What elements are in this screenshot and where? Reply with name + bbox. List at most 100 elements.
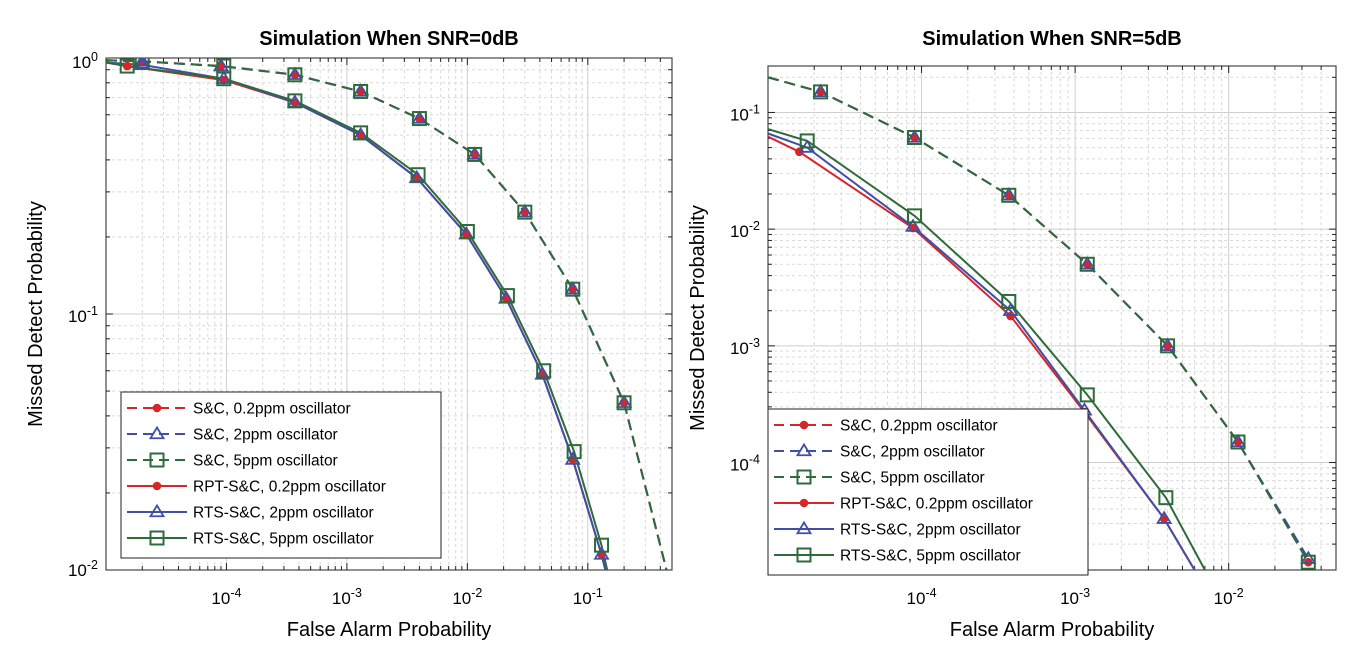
y-axis-label: Missed Detect Probability bbox=[687, 205, 709, 431]
legend-marker bbox=[795, 520, 813, 535]
legend-marker bbox=[148, 503, 166, 518]
data-point bbox=[353, 125, 369, 141]
data-point bbox=[799, 133, 815, 149]
data-point bbox=[1158, 490, 1174, 506]
data-point bbox=[1001, 293, 1017, 309]
data-point bbox=[1160, 338, 1176, 354]
legend-label: RTS-S&C, 5ppm oscillator bbox=[840, 548, 1021, 565]
plot-snr-0db: 10-4 10-3 10-2 10-1 10-2 10-1 100 Simulation Wh… bbox=[25, 28, 673, 641]
legend-label: RPT-S&C, 0.2ppm oscillator bbox=[840, 496, 1033, 513]
tick-marks bbox=[106, 58, 672, 570]
series-group bbox=[106, 58, 668, 570]
data-point bbox=[352, 83, 369, 97]
series-line bbox=[106, 59, 668, 570]
x-tick-label: 10-3 bbox=[1060, 586, 1090, 608]
chart-title: Simulation When SNR=0dB bbox=[259, 28, 518, 50]
data-point bbox=[134, 58, 151, 71]
legend-label: RTS-S&C, 5ppm oscillator bbox=[193, 531, 374, 548]
data-point bbox=[564, 280, 581, 295]
y-tick-label: 10-2 bbox=[730, 219, 760, 241]
data-point bbox=[594, 537, 610, 553]
legend-marker bbox=[152, 403, 162, 413]
data-point bbox=[466, 146, 483, 160]
x-tick-label: 10-1 bbox=[573, 586, 603, 608]
data-point bbox=[410, 167, 426, 183]
legend-marker bbox=[796, 469, 812, 485]
data-point bbox=[1079, 256, 1095, 272]
data-point bbox=[1159, 337, 1176, 351]
data-point bbox=[1002, 302, 1019, 316]
y-axis-label: Missed Detect Probability bbox=[25, 201, 47, 427]
data-point bbox=[566, 444, 582, 460]
legend-label: S&C, 2ppm oscillator bbox=[840, 444, 985, 461]
legend-marker bbox=[149, 530, 165, 546]
y-tick-label: 10-1 bbox=[68, 304, 98, 326]
data-point bbox=[906, 129, 923, 143]
data-point bbox=[1300, 550, 1317, 564]
data-point bbox=[516, 203, 533, 218]
legend: S&C, 0.2ppm oscillator S&C, 2ppm oscillat… bbox=[767, 408, 1089, 576]
legend-label: S&C, 2ppm oscillator bbox=[193, 427, 338, 444]
series-line bbox=[106, 61, 609, 570]
data-point bbox=[1001, 187, 1017, 203]
y-tick-label: 10-4 bbox=[730, 453, 760, 475]
legend-label: S&C, 5ppm oscillator bbox=[193, 453, 338, 470]
data-point bbox=[119, 58, 135, 74]
data-point bbox=[459, 224, 475, 240]
legend-label: RTS-S&C, 2ppm oscillator bbox=[840, 522, 1021, 539]
data-point bbox=[1079, 387, 1095, 403]
data-point bbox=[499, 288, 515, 304]
data-point bbox=[1230, 434, 1246, 450]
data-point bbox=[1000, 187, 1017, 201]
data-point bbox=[615, 394, 633, 408]
y-tick-label: 10-1 bbox=[730, 102, 760, 124]
data-point bbox=[904, 218, 922, 232]
data-point bbox=[907, 208, 923, 224]
data-point bbox=[593, 546, 610, 560]
data-point bbox=[536, 363, 552, 379]
data-point bbox=[812, 83, 829, 98]
x-tick-label: 10-4 bbox=[211, 586, 241, 608]
x-axis-label: False Alarm Probability bbox=[287, 619, 492, 641]
data-point bbox=[1300, 554, 1316, 570]
legend-label: S&C, 0.2ppm oscillator bbox=[193, 401, 351, 418]
legend-marker bbox=[149, 452, 165, 468]
x-axis-label: False Alarm Probability bbox=[950, 619, 1155, 641]
data-point bbox=[353, 83, 369, 99]
data-point bbox=[1156, 510, 1173, 524]
series-group bbox=[768, 76, 1317, 570]
legend-label: RPT-S&C, 0.2ppm oscillator bbox=[193, 479, 386, 496]
data-point bbox=[411, 110, 428, 124]
legend-label: RTS-S&C, 2ppm oscillator bbox=[193, 505, 374, 522]
chart-title: Simulation When SNR=5dB bbox=[922, 28, 1181, 50]
legend-label: S&C, 5ppm oscillator bbox=[840, 470, 985, 487]
y-tick-label: 10-3 bbox=[730, 336, 760, 358]
data-point bbox=[122, 61, 132, 71]
data-point bbox=[907, 129, 923, 145]
legend-marker bbox=[799, 498, 809, 508]
legend-marker bbox=[152, 481, 162, 491]
legend-label: S&C, 0.2ppm oscillator bbox=[840, 418, 998, 435]
data-point bbox=[216, 71, 232, 87]
data-point bbox=[517, 204, 533, 220]
data-point bbox=[286, 66, 303, 80]
plot-snr-5db: 10-4 10-3 10-2 10-4 10-3 10-2 10-1 Simulation W… bbox=[687, 28, 1337, 641]
legend-marker bbox=[795, 442, 813, 457]
data-point bbox=[134, 58, 151, 67]
data-point bbox=[287, 67, 303, 83]
y-tick-label: 100 bbox=[72, 50, 98, 72]
x-tick-label: 10-4 bbox=[907, 586, 937, 608]
data-point bbox=[534, 366, 551, 380]
data-point bbox=[287, 93, 303, 109]
data-point bbox=[813, 84, 829, 100]
x-tick-label: 10-2 bbox=[452, 586, 482, 608]
data-point bbox=[467, 146, 483, 162]
legend: S&C, 0.2ppm oscillator S&C, 2ppm oscillat… bbox=[120, 391, 442, 559]
data-point bbox=[1229, 433, 1247, 448]
data-point bbox=[411, 111, 427, 127]
series-line bbox=[768, 76, 1310, 563]
data-point bbox=[1079, 256, 1096, 270]
legend-marker bbox=[799, 420, 809, 430]
data-point bbox=[215, 70, 232, 84]
